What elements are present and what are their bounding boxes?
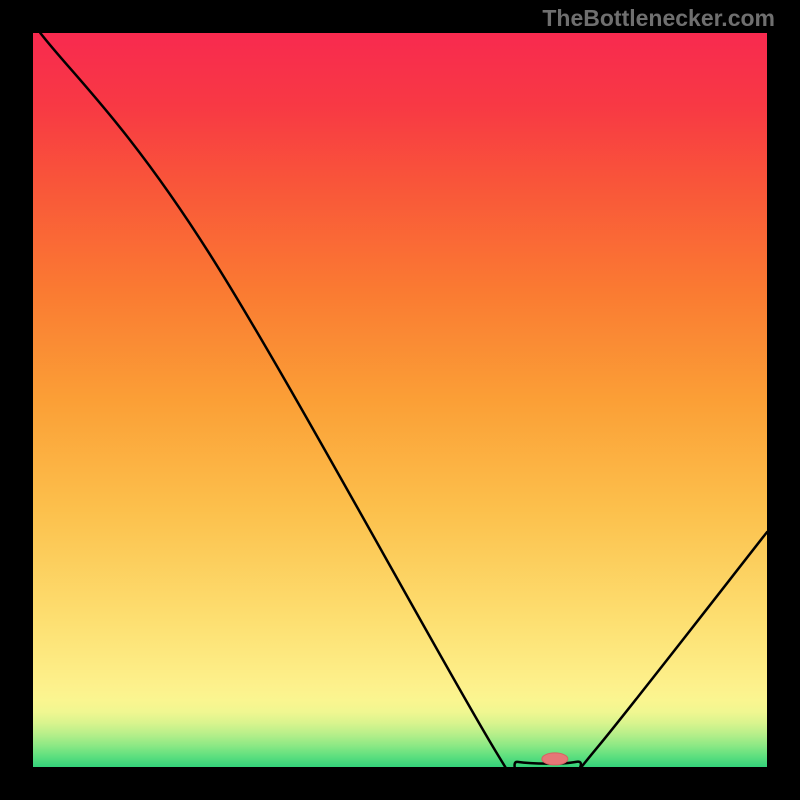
bottleneck-chart [33, 33, 767, 767]
gradient-background [33, 33, 767, 767]
chart-container: TheBottlenecker.com [0, 0, 800, 800]
watermark-text: TheBottlenecker.com [542, 5, 775, 32]
optimal-marker [542, 753, 568, 765]
